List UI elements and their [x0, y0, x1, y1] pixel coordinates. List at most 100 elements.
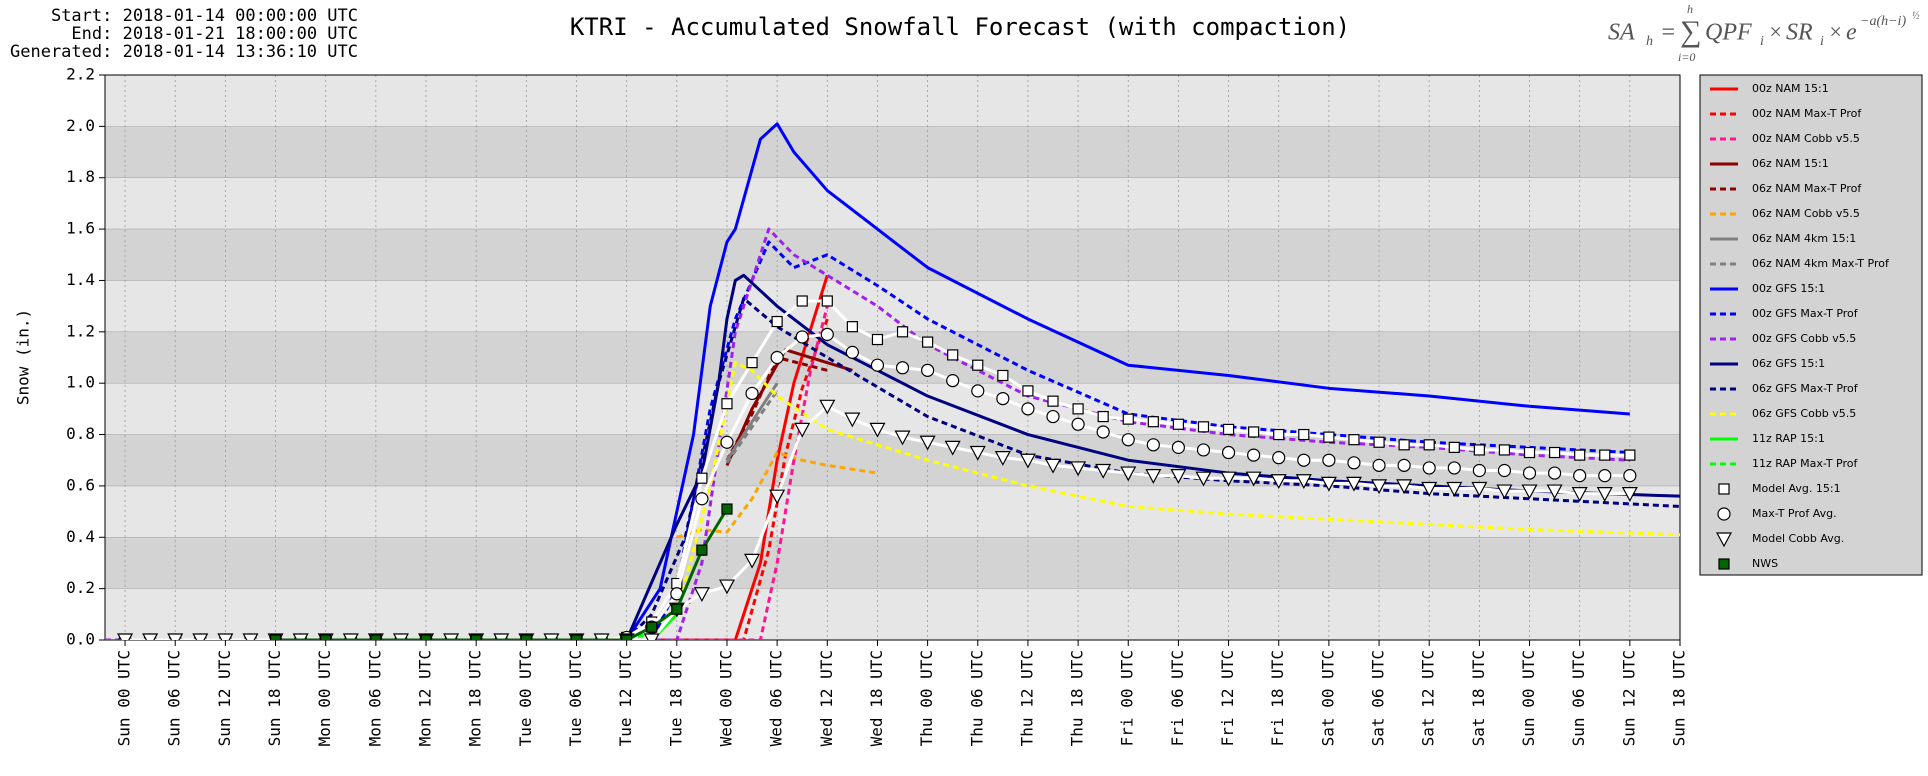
marker	[1621, 487, 1638, 502]
marker	[1623, 469, 1637, 483]
x-tick-label: Sat 06 UTC	[1369, 650, 1388, 746]
plot-band	[105, 126, 1680, 178]
y-tick-label: 0.6	[66, 475, 95, 494]
marker	[1372, 458, 1386, 472]
marker	[1072, 403, 1084, 415]
marker	[1548, 466, 1562, 480]
legend-label: 06z NAM 4km 15:1	[1752, 232, 1856, 245]
y-tick-label: 0.2	[66, 578, 95, 597]
marker	[1598, 469, 1612, 483]
x-tick-label: Fri 12 UTC	[1218, 650, 1237, 746]
series-line	[725, 356, 828, 461]
legend-label: Max-T Prof Avg.	[1752, 507, 1837, 520]
marker	[643, 633, 660, 640]
marker	[671, 603, 683, 615]
x-tick-label: Wed 18 UTC	[867, 650, 886, 746]
y-tick-label: 2.0	[66, 116, 95, 135]
marker	[420, 634, 432, 640]
marker	[1172, 418, 1185, 430]
formula-text: i=0	[1678, 50, 1695, 64]
formula-text: ∑	[1680, 15, 1701, 48]
marker	[1021, 402, 1035, 416]
marker	[1497, 463, 1512, 478]
marker	[1272, 451, 1286, 465]
legend-label: 11z RAP Max-T Prof	[1752, 457, 1858, 470]
y-tick-label: 1.2	[66, 321, 95, 340]
marker	[1717, 507, 1731, 521]
marker	[1046, 409, 1060, 424]
marker	[1718, 558, 1730, 570]
marker	[1298, 428, 1310, 441]
marker	[996, 391, 1010, 406]
marker	[1273, 428, 1285, 441]
marker	[1599, 449, 1611, 461]
marker	[693, 587, 710, 603]
marker	[1398, 439, 1410, 451]
marker	[167, 633, 184, 640]
x-tick-label: Tue 00 UTC	[516, 650, 535, 746]
marker	[1596, 487, 1613, 502]
marker	[1523, 446, 1536, 459]
marker	[1221, 445, 1236, 460]
marker	[1446, 481, 1463, 497]
marker	[1549, 446, 1561, 459]
marker	[1522, 466, 1537, 480]
legend-label: 00z NAM Max-T Prof	[1752, 107, 1862, 120]
formula-text: −a(h−i)	[1860, 14, 1906, 29]
marker	[1097, 410, 1109, 423]
marker	[1195, 471, 1212, 487]
marker	[997, 369, 1009, 382]
marker	[1147, 416, 1159, 428]
x-tick-label: Thu 12 UTC	[1017, 650, 1036, 746]
y-tick-label: 1.8	[66, 167, 95, 186]
marker	[142, 633, 159, 640]
header-start: Start: 2018-01-14 00:00:00 UTC	[51, 6, 358, 26]
legend-label: 06z NAM 15:1	[1752, 157, 1829, 170]
marker	[919, 435, 936, 451]
marker	[969, 445, 986, 461]
x-tick-label: Sun 00 UTC	[1519, 650, 1538, 746]
marker	[646, 621, 658, 633]
formula-text: SR	[1786, 20, 1813, 46]
marker	[869, 422, 886, 438]
series-line	[105, 227, 1630, 640]
legend-label: 06z GFS 15:1	[1752, 357, 1825, 370]
marker	[819, 399, 836, 415]
marker	[1245, 471, 1262, 487]
plot-frame	[104, 74, 1681, 641]
marker	[1145, 469, 1162, 484]
marker	[845, 345, 859, 359]
marker	[1421, 481, 1438, 497]
marker	[1473, 444, 1485, 456]
plot-band	[105, 331, 1680, 384]
x-tick-label: Sat 12 UTC	[1419, 650, 1438, 746]
marker	[470, 634, 482, 640]
y-axis-label: Snow (in.)	[14, 309, 33, 405]
formula-text: =	[1660, 20, 1676, 46]
marker	[1322, 453, 1336, 467]
marker	[745, 386, 759, 401]
marker	[117, 633, 134, 640]
y-tick-label: 1.0	[66, 373, 95, 392]
x-tick-label: Tue 18 UTC	[666, 650, 685, 746]
marker	[1397, 458, 1411, 472]
marker	[721, 503, 733, 515]
x-tick-label: Wed 00 UTC	[716, 650, 735, 746]
legend-label: 00z NAM 15:1	[1752, 82, 1829, 95]
marker	[1070, 461, 1087, 477]
legend-label: 06z NAM Max-T Prof	[1752, 182, 1862, 195]
marker	[1472, 463, 1486, 478]
marker	[1122, 413, 1134, 425]
x-tick-label: Mon 06 UTC	[365, 650, 384, 746]
marker	[370, 634, 382, 640]
marker	[1447, 461, 1461, 475]
legend-box	[1699, 74, 1923, 576]
marker	[1022, 385, 1034, 397]
header-end: End: 2018-01-21 18:00:00 UTC	[71, 24, 358, 44]
plot-band	[105, 537, 1680, 589]
marker	[1422, 461, 1436, 475]
legend-label: 06z GFS Cobb v5.5	[1752, 407, 1856, 420]
y-tick-label: 1.6	[66, 219, 95, 238]
formula-text: e	[1846, 20, 1857, 46]
x-tick-label: Sun 12 UTC	[215, 650, 234, 746]
